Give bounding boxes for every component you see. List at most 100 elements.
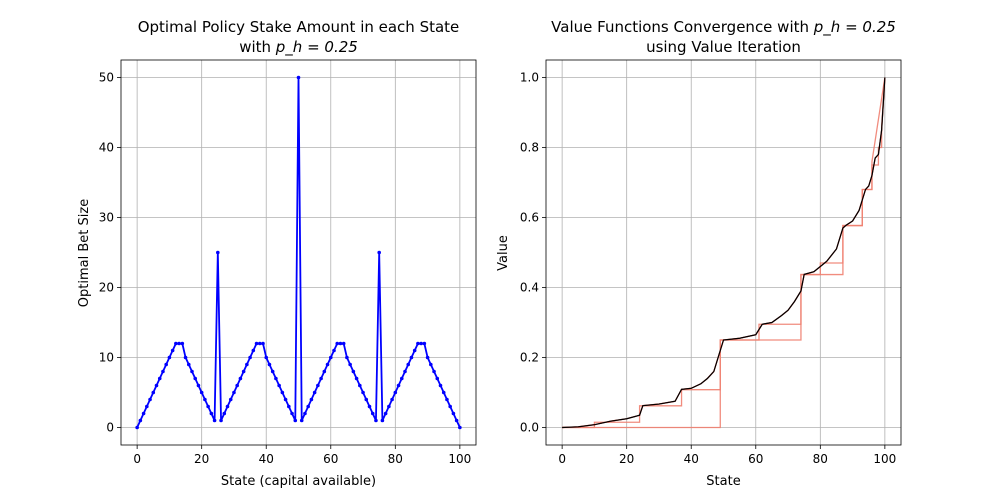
policy-chart-y-tick-label: 50 [99, 71, 114, 85]
policy-chart-y-ticks: 0 10 20 30 40 50 [99, 71, 121, 435]
policy-series-point [264, 355, 269, 360]
policy-series-point [441, 390, 446, 395]
policy-chart-x-tick-label: 100 [448, 452, 471, 466]
policy-chart-y-tick-label: 30 [99, 211, 114, 225]
policy-series-point [312, 390, 317, 395]
policy-series-point [274, 376, 278, 381]
policy-series-point [167, 355, 172, 360]
value-chart-x-ticks: 0 20 40 60 80 100 [558, 445, 896, 466]
policy-series-point [219, 418, 223, 423]
policy-series-point [406, 362, 411, 367]
policy-series-point [387, 404, 391, 409]
policy-chart: 0 20 40 60 80 100 0 10 20 30 40 50 Optimal Policy … [77, 18, 477, 489]
policy-series-point [361, 390, 365, 395]
value-chart-x-tick-label: 80 [813, 452, 828, 466]
value-chart-grid [546, 60, 901, 445]
policy-series-point [186, 362, 191, 367]
policy-series-point [257, 341, 262, 346]
value-chart-x-tick-label: 100 [873, 452, 896, 466]
policy-series-point [364, 397, 369, 402]
policy-series-point [157, 376, 162, 381]
policy-series-point [193, 376, 198, 381]
policy-series-point [412, 348, 417, 353]
policy-series-point [374, 418, 378, 423]
policy-series-point [306, 404, 310, 409]
policy-series-point [222, 411, 227, 416]
value-chart-x-tick-label: 60 [748, 452, 763, 466]
policy-chart-y-tick-label: 40 [99, 141, 114, 155]
value-chart-y-tick-label: 0.4 [520, 281, 539, 295]
policy-series-point [170, 348, 175, 353]
policy-series-point [164, 362, 168, 367]
policy-series-point [438, 383, 443, 388]
value-chart-x-tick-label: 40 [684, 452, 699, 466]
policy-series-point [325, 362, 330, 367]
policy-series-point [425, 355, 430, 360]
policy-series-point [251, 348, 256, 353]
policy-series-point [245, 362, 249, 367]
policy-series-point [280, 390, 285, 395]
policy-chart-x-tick-label: 20 [194, 452, 209, 466]
policy-chart-x-tick-label: 60 [323, 452, 338, 466]
policy-chart-x-label: State (capital available) [221, 474, 376, 489]
policy-series-point [448, 404, 452, 409]
policy-chart-series [135, 75, 462, 430]
value-chart-title: Value Functions Convergence with p_h = 0… [551, 18, 896, 37]
policy-series-point [296, 75, 301, 80]
policy-chart-x-ticks: 0 20 40 60 80 100 [133, 445, 471, 466]
policy-series-point [148, 397, 152, 402]
policy-series-point [151, 390, 156, 395]
policy-chart-y-label: Optimal Bet Size [77, 199, 92, 307]
policy-series-point [341, 341, 346, 346]
policy-chart-title-math: p_h = 0.25 [275, 38, 358, 57]
policy-series-point [270, 369, 275, 374]
value-chart-series [562, 77, 886, 429]
policy-series-point [445, 397, 449, 402]
policy-series-point [135, 425, 139, 430]
policy-series-point [422, 341, 427, 346]
value-chart-x-tick-label: 0 [558, 452, 566, 466]
policy-series-point [429, 362, 433, 367]
policy-series-point [432, 369, 436, 374]
policy-series-point [451, 411, 456, 416]
policy-chart-y-tick-label: 10 [99, 351, 114, 365]
policy-series-point [290, 411, 294, 416]
policy-series-point [287, 404, 291, 409]
policy-series-point [416, 341, 420, 346]
policy-chart-y-tick-label: 20 [99, 281, 114, 295]
policy-chart-x-tick-label: 0 [133, 452, 141, 466]
policy-series-point [180, 341, 185, 346]
policy-series-point [267, 362, 272, 367]
policy-chart-y-tick-label: 0 [106, 421, 114, 435]
policy-chart-x-tick-label: 80 [388, 452, 403, 466]
policy-series-point [367, 404, 372, 409]
policy-series-point [335, 341, 340, 346]
policy-series-point [238, 376, 243, 381]
policy-series-point [145, 404, 149, 409]
policy-series-point [235, 383, 239, 388]
value-chart-y-tick-label: 1.0 [520, 71, 539, 85]
value-chart-y-tick-label: 0.0 [520, 421, 539, 435]
policy-series-point [322, 369, 327, 374]
policy-series-point [309, 397, 314, 402]
policy-series-point [248, 355, 252, 360]
policy-series-point [199, 390, 204, 395]
value-series-final-line [562, 77, 886, 429]
policy-series-point [174, 341, 178, 346]
policy-series-point [396, 383, 401, 388]
value-chart-x-tick-label: 20 [619, 452, 634, 466]
policy-series-point [183, 355, 188, 360]
policy-series-point [338, 341, 343, 346]
value-chart-y-ticks: 0.0 0.2 0.4 0.6 0.8 1.0 [520, 71, 546, 435]
policy-series-point [383, 411, 388, 416]
policy-series-point [232, 390, 236, 395]
value-chart: 0 20 40 60 80 100 0.0 0.2 0.4 0.6 0.8 1.0 Value Fu… [496, 18, 902, 489]
policy-series-point [409, 355, 414, 360]
policy-series-point [328, 355, 333, 360]
value-chart-frame [545, 59, 902, 446]
policy-series-point [319, 376, 323, 381]
policy-series-point [228, 397, 233, 402]
value-chart-y-tick-label: 0.6 [520, 211, 539, 225]
policy-series-point [177, 341, 181, 346]
policy-series-point [212, 418, 217, 423]
